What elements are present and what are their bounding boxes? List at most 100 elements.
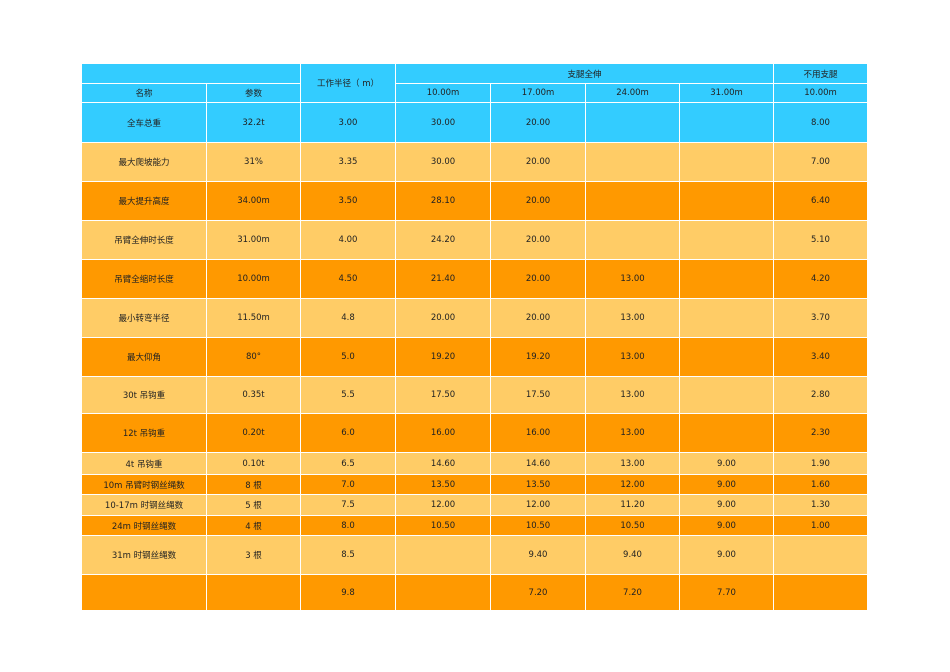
table-cell: 9.00 <box>680 453 774 475</box>
table-cell: 19.20 <box>396 338 491 377</box>
column-header: 10.00m <box>396 84 491 103</box>
table-cell: 9.40 <box>491 536 586 575</box>
table-cell: 6.0 <box>301 414 396 453</box>
table-cell <box>586 221 680 260</box>
table-cell <box>586 103 680 143</box>
table-cell: 13.50 <box>396 475 491 495</box>
table-cell: 13.00 <box>586 453 680 475</box>
table-cell: 4.50 <box>301 260 396 299</box>
table-cell <box>680 414 774 453</box>
table-cell: 3.35 <box>301 143 396 182</box>
table-cell: 7.0 <box>301 475 396 495</box>
table-cell: 11.50m <box>207 299 301 338</box>
table-cell: 5.10 <box>774 221 868 260</box>
table-cell: 吊臂全伸时长度 <box>82 221 207 260</box>
table-cell: 4.20 <box>774 260 868 299</box>
table-cell: 21.40 <box>396 260 491 299</box>
table-cell: 1.00 <box>774 516 868 536</box>
table-cell: 1.30 <box>774 495 868 516</box>
table-cell: 2.30 <box>774 414 868 453</box>
table-cell: 3.00 <box>301 103 396 143</box>
table-cell: 13.00 <box>586 377 680 414</box>
column-header: 10.00m <box>774 84 868 103</box>
table-cell: 10.50 <box>491 516 586 536</box>
table-cell: 6.40 <box>774 182 868 221</box>
table-cell: 最大提升高度 <box>82 182 207 221</box>
table-cell: 2.80 <box>774 377 868 414</box>
table-cell: 7.20 <box>586 575 680 611</box>
column-header: 31.00m <box>680 84 774 103</box>
table-cell: 31m 时钢丝绳数 <box>82 536 207 575</box>
table-cell: 11.20 <box>586 495 680 516</box>
table-cell: 7.00 <box>774 143 868 182</box>
table-cell: 13.00 <box>586 414 680 453</box>
table-cell: 12.00 <box>586 475 680 495</box>
table-cell: 9.40 <box>586 536 680 575</box>
table-cell: 10.50 <box>586 516 680 536</box>
table-cell <box>680 182 774 221</box>
table-cell: 14.60 <box>396 453 491 475</box>
table-cell: 7.70 <box>680 575 774 611</box>
table-cell: 全车总重 <box>82 103 207 143</box>
table-cell: 31.00m <box>207 221 301 260</box>
table-cell <box>680 143 774 182</box>
table-cell: 34.00m <box>207 182 301 221</box>
table-cell <box>207 575 301 611</box>
table-cell <box>586 182 680 221</box>
table-cell: 24m 时钢丝绳数 <box>82 516 207 536</box>
table-cell: 最大仰角 <box>82 338 207 377</box>
table-cell: 12t 吊钩重 <box>82 414 207 453</box>
table-cell: 12.00 <box>491 495 586 516</box>
table-cell: 24.20 <box>396 221 491 260</box>
table-cell <box>680 338 774 377</box>
table-cell: 20.00 <box>491 299 586 338</box>
table-cell: 30.00 <box>396 103 491 143</box>
table-cell: 8 根 <box>207 475 301 495</box>
table-cell <box>680 103 774 143</box>
table-cell: 5.0 <box>301 338 396 377</box>
table-cell: 4.8 <box>301 299 396 338</box>
table-cell: 吊臂全缩时长度 <box>82 260 207 299</box>
table-cell: 8.00 <box>774 103 868 143</box>
table-cell: 13.50 <box>491 475 586 495</box>
table-cell: 3.70 <box>774 299 868 338</box>
table-cell: 20.00 <box>491 221 586 260</box>
table-cell: 20.00 <box>491 143 586 182</box>
table-cell: 14.60 <box>491 453 586 475</box>
table-cell <box>82 575 207 611</box>
table-cell: 80° <box>207 338 301 377</box>
table-cell: 13.00 <box>586 338 680 377</box>
table-cell <box>680 377 774 414</box>
table-cell: 9.00 <box>680 516 774 536</box>
table-cell <box>396 575 491 611</box>
table-cell <box>774 536 868 575</box>
table-cell: 28.10 <box>396 182 491 221</box>
table-cell: 0.35t <box>207 377 301 414</box>
table-cell: 20.00 <box>491 260 586 299</box>
table-cell <box>396 536 491 575</box>
table-cell: 13.00 <box>586 260 680 299</box>
column-header: 17.00m <box>491 84 586 103</box>
table-cell: 10.50 <box>396 516 491 536</box>
table-cell: 9.8 <box>301 575 396 611</box>
table-cell <box>680 299 774 338</box>
column-header: 名称 <box>82 84 207 103</box>
table-cell: 10-17m 时钢丝绳数 <box>82 495 207 516</box>
table-cell: 4t 吊钩重 <box>82 453 207 475</box>
table-cell: 3.50 <box>301 182 396 221</box>
header-blank <box>82 64 301 84</box>
table-cell: 19.20 <box>491 338 586 377</box>
table-cell: 32.2t <box>207 103 301 143</box>
table-cell: 4.00 <box>301 221 396 260</box>
table-cell: 3 根 <box>207 536 301 575</box>
table-cell: 9.00 <box>680 536 774 575</box>
table-cell: 最小转弯半径 <box>82 299 207 338</box>
table-cell: 0.10t <box>207 453 301 475</box>
table-cell: 8.5 <box>301 536 396 575</box>
table-cell <box>586 143 680 182</box>
table-cell: 20.00 <box>396 299 491 338</box>
table-cell: 5 根 <box>207 495 301 516</box>
table-cell: 13.00 <box>586 299 680 338</box>
table-cell: 7.20 <box>491 575 586 611</box>
header-cell: 工作半径（ m） <box>301 64 396 103</box>
